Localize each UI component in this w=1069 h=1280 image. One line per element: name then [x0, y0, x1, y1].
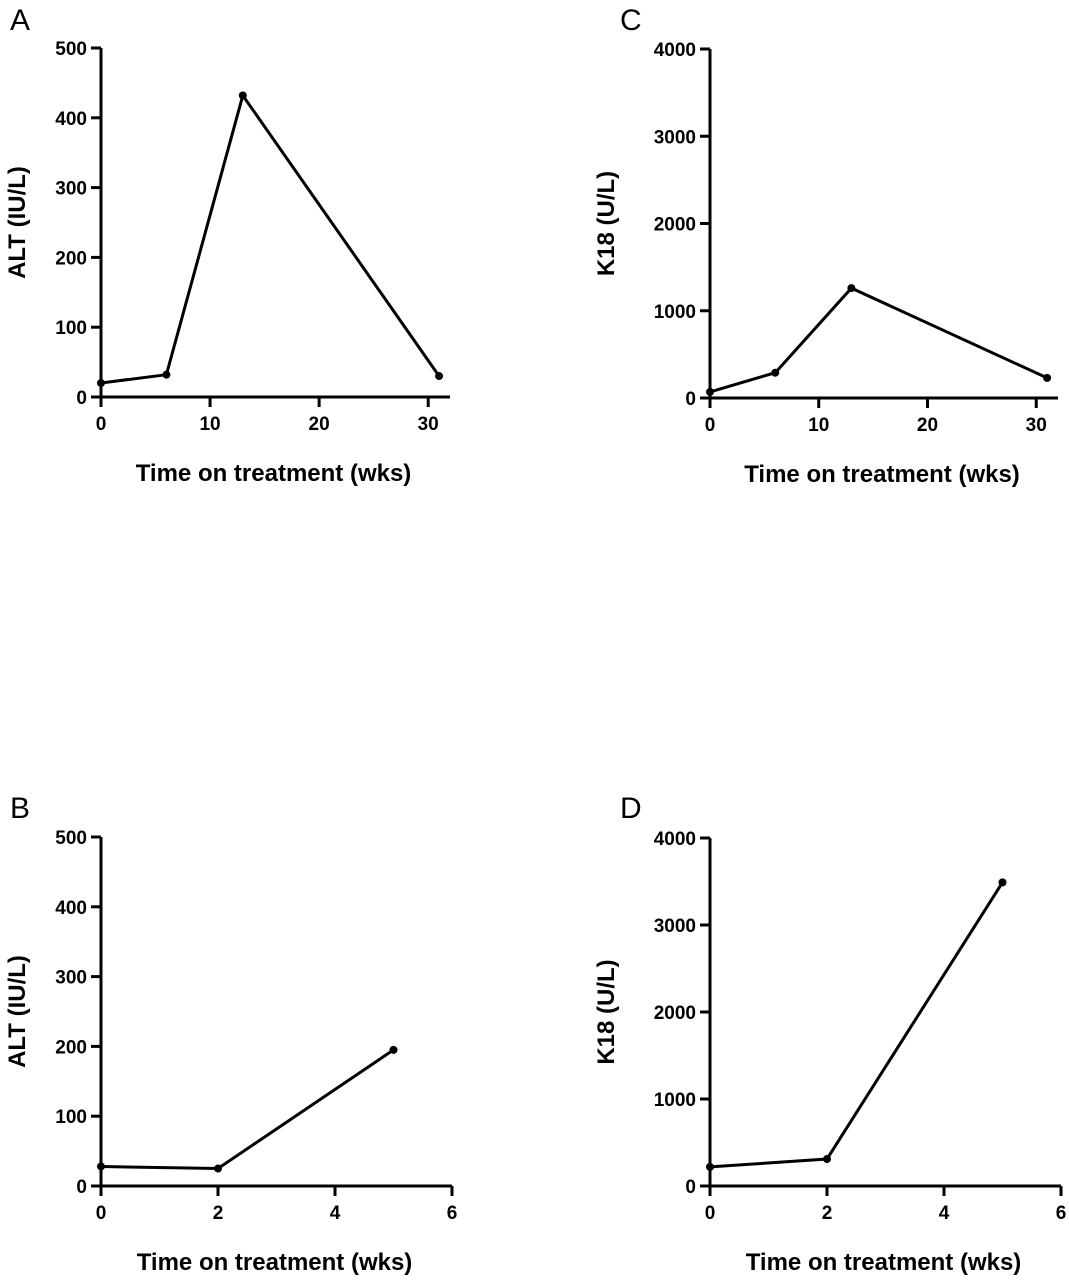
- data-point-b: [214, 1164, 222, 1173]
- x-tick-label-d: 4: [939, 1203, 950, 1224]
- x-tick-label-c: 0: [705, 415, 716, 436]
- y-tick-label-b: 100: [55, 1107, 87, 1128]
- x-tick-label-c: 10: [808, 415, 829, 436]
- y-tick-label-d: 0: [685, 1177, 696, 1198]
- panel-d: D 0 1000 2000 3000 4000 0 2 4 6 Time on treatment …: [593, 792, 1066, 1276]
- data-point-c: [847, 284, 856, 293]
- x-axis-label-d: Time on treatment (wks): [746, 1249, 1022, 1276]
- data-point-c: [1043, 373, 1052, 382]
- y-tick-label-b: 300: [55, 968, 87, 989]
- y-tick-label-c: 0: [685, 389, 696, 410]
- y-tick-label-a: 0: [76, 388, 87, 409]
- y-tick-label-a: 200: [55, 248, 87, 269]
- y-axis-label-a: ALT (IU/L): [4, 166, 31, 279]
- y-tick-label-d: 2000: [654, 1003, 696, 1024]
- panel-c: C 0 1000 2000 3000 4000 0 10 20 30 Time on treatme…: [593, 4, 1058, 488]
- series-line-d: [709, 881, 1004, 1169]
- x-tick-label-a: 0: [96, 414, 107, 435]
- panel-b: B 0 100 200 300 400 500 0 2 4 6 Time on treatment (…: [4, 792, 457, 1276]
- x-tick-label-b: 0: [96, 1203, 107, 1224]
- y-tick-label-b: 0: [76, 1177, 87, 1198]
- y-tick-label-b: 200: [55, 1037, 87, 1058]
- y-tick-label-d: 3000: [654, 916, 696, 937]
- y-tick-label-c: 1000: [654, 302, 696, 323]
- data-point-d: [706, 1162, 714, 1171]
- panel-letter-d: D: [620, 792, 642, 825]
- x-tick-label-c: 20: [917, 415, 938, 436]
- data-point-a: [238, 91, 247, 100]
- x-axis-label-a: Time on treatment (wks): [136, 460, 412, 487]
- data-point-b: [389, 1045, 398, 1054]
- y-axis-label-d: K18 (U/L): [593, 959, 620, 1064]
- panel-a: A 0 100 200 300 400 500 0 10 20 30 Time on treatmen…: [4, 4, 450, 487]
- data-point-c: [706, 387, 714, 396]
- x-tick-label-d: 2: [822, 1203, 833, 1224]
- x-tick-label-a: 30: [418, 414, 439, 435]
- x-tick-label-b: 2: [213, 1203, 224, 1224]
- x-axis-label-b: Time on treatment (wks): [137, 1249, 413, 1276]
- y-tick-label-a: 100: [55, 318, 87, 339]
- y-tick-label-d: 4000: [654, 829, 696, 850]
- x-tick-label-b: 4: [330, 1203, 341, 1224]
- panel-letter-a: A: [10, 4, 30, 37]
- y-tick-label-c: 3000: [654, 127, 696, 148]
- x-axis-label-c: Time on treatment (wks): [744, 461, 1020, 488]
- y-tick-label-a: 400: [55, 109, 87, 130]
- series-line-a: [100, 92, 441, 385]
- series-line-c: [709, 286, 1048, 394]
- y-tick-label-a: 300: [55, 179, 87, 200]
- series-line-b: [100, 1048, 395, 1171]
- y-tick-label-c: 4000: [654, 40, 696, 61]
- data-point-a: [162, 370, 171, 379]
- data-point-d: [998, 878, 1007, 887]
- data-point-c: [771, 368, 780, 377]
- y-axis-label-c: K18 (U/L): [593, 171, 620, 276]
- x-tick-label-c: 30: [1026, 415, 1047, 436]
- y-tick-label-b: 400: [55, 898, 87, 919]
- data-point-d: [823, 1155, 831, 1164]
- data-point-a: [97, 379, 105, 388]
- y-tick-label-d: 1000: [654, 1090, 696, 1111]
- y-tick-label-a: 500: [55, 39, 87, 60]
- y-tick-label-b: 500: [55, 828, 87, 849]
- y-tick-label-c: 2000: [654, 215, 696, 236]
- x-tick-label-b: 6: [447, 1203, 458, 1224]
- x-tick-label-d: 0: [705, 1203, 716, 1224]
- x-tick-label-d: 6: [1056, 1203, 1067, 1224]
- y-axis-label-b: ALT (IU/L): [4, 955, 31, 1068]
- panel-letter-c: C: [620, 4, 642, 37]
- x-tick-label-a: 20: [309, 414, 330, 435]
- data-point-a: [435, 372, 444, 381]
- panel-letter-b: B: [10, 792, 30, 825]
- x-tick-label-a: 10: [199, 414, 220, 435]
- data-point-b: [97, 1162, 105, 1171]
